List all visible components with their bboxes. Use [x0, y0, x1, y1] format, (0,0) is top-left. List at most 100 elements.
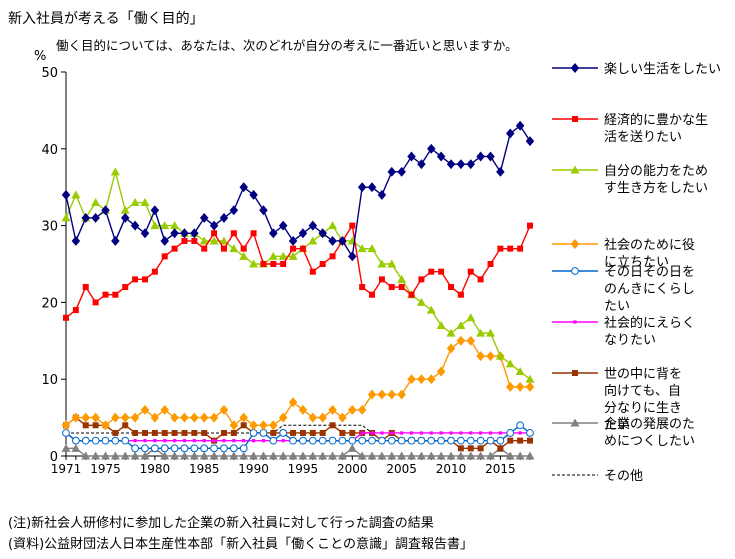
- data-point: [211, 230, 218, 237]
- data-point: [219, 404, 229, 415]
- data-point: [298, 404, 308, 415]
- y-tick-label: 0: [50, 450, 58, 465]
- data-point: [259, 429, 268, 437]
- data-point: [427, 436, 436, 445]
- data-point: [111, 436, 120, 445]
- series-line: [65, 124, 531, 259]
- data-point: [446, 159, 456, 170]
- legend-label: その他: [604, 469, 643, 484]
- data-point: [229, 420, 239, 431]
- data-point: [230, 429, 237, 436]
- data-point: [505, 451, 515, 460]
- y-tick-label: 30: [41, 220, 58, 235]
- x-tick-label: 2015: [485, 462, 516, 476]
- data-point: [232, 439, 236, 443]
- data-point: [120, 451, 130, 460]
- data-point: [209, 412, 219, 423]
- data-point: [141, 276, 148, 283]
- data-point: [369, 291, 376, 298]
- data-point: [122, 284, 129, 291]
- data-point: [141, 429, 148, 436]
- x-tick-label: 1975: [90, 462, 121, 476]
- data-point: [308, 220, 318, 231]
- data-point: [270, 261, 277, 267]
- legend-label: 世の中に背を向けても、自分なりに生きたい: [604, 367, 682, 433]
- legend-entry-6: 社会的にえらくなりたい: [552, 315, 695, 348]
- data-point: [318, 412, 327, 423]
- data-point: [192, 439, 196, 443]
- data-point: [339, 429, 346, 436]
- data-point: [505, 128, 515, 139]
- data-point: [298, 451, 308, 460]
- data-point: [467, 268, 474, 275]
- data-point: [249, 420, 258, 431]
- data-point: [447, 436, 455, 445]
- data-point: [459, 431, 463, 435]
- data-point: [130, 220, 140, 231]
- data-point: [160, 221, 170, 230]
- data-point: [428, 268, 435, 275]
- data-point: [308, 236, 318, 245]
- data-point: [240, 245, 247, 252]
- data-point: [525, 451, 535, 460]
- data-point: [515, 451, 525, 460]
- data-point: [378, 276, 385, 283]
- data-point: [101, 205, 110, 216]
- data-point: [91, 412, 100, 423]
- data-point: [61, 443, 71, 452]
- data-point: [397, 389, 406, 400]
- legend-label: 楽しい生活をしたい: [604, 61, 721, 77]
- data-point: [360, 431, 364, 435]
- data-point: [397, 451, 407, 460]
- data-point: [63, 314, 69, 321]
- legend-label: 自分の能力をためす生き方をしたい: [604, 164, 708, 196]
- data-point: [140, 228, 150, 239]
- y-tick-label: 20: [41, 296, 58, 311]
- data-point: [92, 299, 99, 306]
- data-point: [172, 439, 177, 443]
- data-point: [476, 151, 485, 162]
- data-point: [377, 259, 387, 268]
- data-point: [229, 451, 239, 460]
- data-point: [572, 116, 578, 122]
- data-point: [131, 444, 140, 453]
- data-point: [199, 412, 209, 423]
- data-point: [318, 436, 327, 445]
- data-point: [387, 166, 397, 177]
- data-point: [288, 251, 298, 260]
- legend-label: 経済的に豊かな生活を送りたい: [604, 112, 708, 145]
- data-point: [278, 412, 288, 423]
- data-point: [377, 451, 387, 460]
- data-point: [397, 166, 406, 177]
- x-tick-label: 2010: [436, 462, 467, 476]
- data-point: [436, 451, 446, 460]
- data-point: [210, 444, 218, 453]
- data-point: [101, 436, 110, 445]
- series-line: [65, 223, 531, 319]
- data-point: [100, 451, 110, 460]
- data-point: [110, 451, 120, 460]
- data-point: [190, 444, 199, 453]
- data-point: [163, 439, 167, 443]
- data-point: [288, 451, 298, 460]
- data-point: [338, 436, 347, 445]
- data-point: [212, 439, 216, 443]
- data-point: [281, 439, 285, 443]
- data-point: [239, 444, 248, 453]
- data-point: [120, 212, 130, 223]
- data-point: [269, 436, 278, 445]
- data-point: [357, 182, 367, 193]
- data-point: [407, 374, 416, 385]
- data-point: [112, 429, 119, 436]
- data-point: [170, 228, 179, 239]
- data-point: [91, 436, 100, 445]
- legend-entry-4: 社会のために役に立ちたい: [552, 237, 695, 270]
- legend-entry-7: 世の中に背を向けても、自分なりに生きたい: [552, 367, 682, 433]
- data-point: [446, 328, 456, 337]
- data-point: [219, 451, 229, 460]
- data-point: [251, 439, 256, 443]
- data-point: [436, 366, 446, 377]
- y-tick-label: 10: [41, 373, 58, 388]
- data-point: [278, 451, 288, 460]
